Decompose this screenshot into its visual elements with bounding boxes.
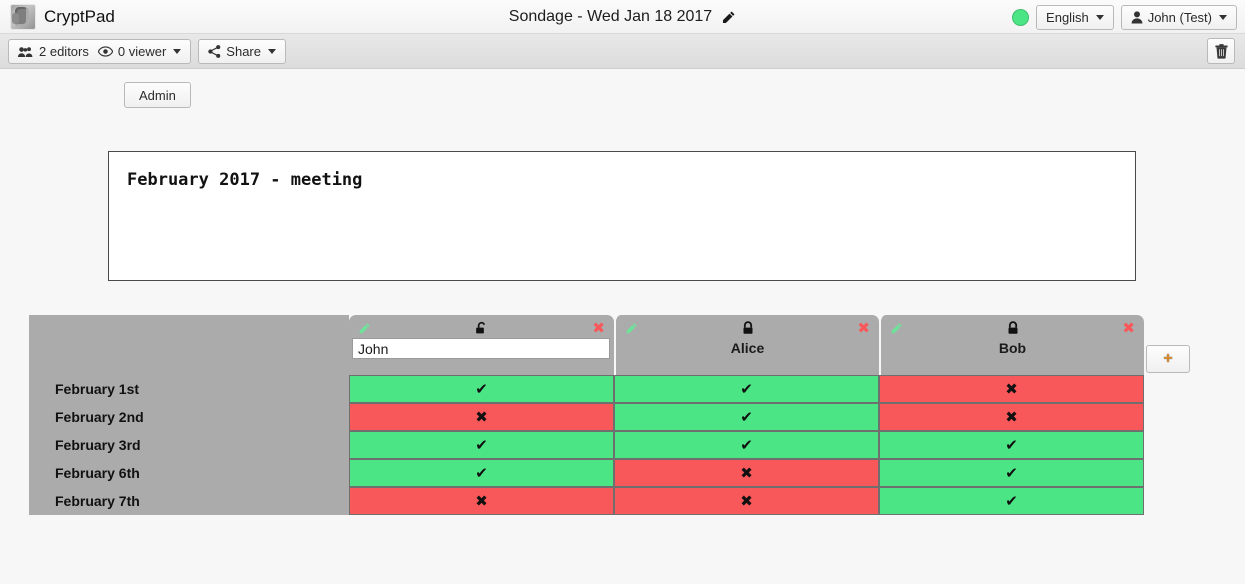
vote-cell[interactable]: ✔ [879, 431, 1144, 459]
vote-cell[interactable]: ✔ [879, 487, 1144, 515]
poll-column-header: ✖ Bob [879, 315, 1144, 375]
poll-table-head: ✖ [29, 315, 1144, 375]
trash-icon [1214, 43, 1228, 59]
table-row: February 3rd ✔ ✔ ✔ [29, 431, 1144, 459]
chevron-down-icon [268, 49, 276, 54]
users-icon [18, 46, 33, 57]
table-row: February 6th ✔ ✖ ✔ [29, 459, 1144, 487]
language-dropdown[interactable]: English [1036, 4, 1114, 30]
chevron-down-icon [1095, 14, 1104, 20]
sub-toolbar: 2 editors 0 viewer Share [0, 34, 1245, 69]
sub-toolbar-right [1207, 38, 1235, 64]
user-label: John (Test) [1147, 9, 1212, 25]
row-label: February 1st [29, 375, 349, 403]
pencil-icon[interactable] [625, 322, 638, 335]
table-row: February 7th ✖ ✖ ✔ [29, 487, 1144, 515]
table-row: February 1st ✔ ✔ ✖ [29, 375, 1144, 403]
chevron-down-icon [1219, 14, 1227, 20]
raised-fist-logo-icon [10, 3, 36, 30]
presence-dropdown[interactable]: 2 editors 0 viewer [8, 39, 192, 64]
lock-icon[interactable] [1006, 320, 1020, 336]
share-label: Share [226, 44, 261, 59]
add-column-button[interactable]: + [1146, 345, 1190, 373]
vote-cell[interactable]: ✔ [879, 459, 1144, 487]
brand-name: CryptPad [44, 6, 115, 26]
language-label: English [1046, 9, 1089, 25]
poll-description[interactable]: February 2017 - meeting [108, 151, 1136, 281]
vote-cell[interactable]: ✔ [614, 431, 879, 459]
row-label: February 7th [29, 487, 349, 515]
page-title: Sondage - Wed Jan 18 2017 [508, 8, 713, 25]
column-name-input[interactable] [352, 338, 610, 359]
row-label: February 6th [29, 459, 349, 487]
column-name-label: Bob [998, 340, 1027, 356]
poll-column-header: ✖ [349, 315, 614, 375]
poll-header-row: ✖ [29, 315, 1144, 375]
close-icon[interactable]: ✖ [857, 318, 870, 337]
top-right-controls: English John (Test) [1012, 0, 1237, 34]
vote-cell[interactable]: ✔ [349, 459, 614, 487]
sub-toolbar-left: 2 editors 0 viewer Share [8, 39, 286, 64]
lock-icon[interactable] [741, 320, 755, 336]
top-toolbar: CryptPad Sondage - Wed Jan 18 2017 Engli… [0, 0, 1245, 34]
close-icon[interactable]: ✖ [1122, 318, 1135, 337]
vote-cell[interactable]: ✔ [614, 375, 879, 403]
row-label: February 2nd [29, 403, 349, 431]
edit-title-pencil-icon[interactable] [721, 10, 736, 25]
vote-cell[interactable]: ✖ [879, 403, 1144, 431]
table-row: February 2nd ✖ ✔ ✖ [29, 403, 1144, 431]
share-dropdown[interactable]: Share [198, 39, 286, 64]
share-icon [208, 45, 221, 58]
unlock-icon[interactable] [474, 321, 489, 336]
pencil-icon[interactable] [890, 322, 903, 335]
poll-table-body: February 1st ✔ ✔ ✖ February 2nd ✖ ✔ ✖ Fe… [29, 375, 1144, 515]
brand[interactable]: CryptPad [0, 3, 115, 30]
green-status-dot-icon [1012, 8, 1030, 26]
column-header-icons: ✖ [349, 315, 614, 337]
eye-icon [97, 46, 113, 57]
vote-cell[interactable]: ✖ [614, 487, 879, 515]
close-icon[interactable]: ✖ [592, 318, 605, 337]
viewers-label: 0 viewer [117, 44, 167, 59]
vote-cell[interactable]: ✔ [614, 403, 879, 431]
vote-cell[interactable]: ✔ [349, 431, 614, 459]
chevron-down-icon [173, 49, 182, 54]
add-column-wrap: + [1146, 345, 1190, 373]
vote-cell[interactable]: ✖ [349, 487, 614, 515]
poll-table: ✖ [29, 315, 1144, 515]
user-icon [1131, 10, 1143, 23]
poll-column-header: ✖ Alice [614, 315, 879, 375]
poll-table-wrap: ✖ [29, 315, 1144, 515]
user-menu-dropdown[interactable]: John (Test) [1120, 4, 1237, 30]
vote-cell[interactable]: ✖ [349, 403, 614, 431]
column-header-icons: ✖ [881, 315, 1144, 337]
vote-cell[interactable]: ✖ [879, 375, 1144, 403]
document-title-area: Sondage - Wed Jan 18 2017 [0, 0, 1245, 34]
vote-cell[interactable]: ✔ [349, 375, 614, 403]
delete-pad-button[interactable] [1207, 38, 1235, 64]
row-label: February 3rd [29, 431, 349, 459]
pencil-icon[interactable] [358, 322, 371, 335]
poll-corner-cell [29, 315, 349, 375]
column-name-label: Alice [730, 340, 765, 356]
admin-button-wrap: Admin [124, 82, 191, 108]
editors-label: 2 editors [39, 44, 89, 59]
column-header-icons: ✖ [616, 315, 879, 337]
admin-button[interactable]: Admin [124, 82, 191, 108]
vote-cell[interactable]: ✖ [614, 459, 879, 487]
